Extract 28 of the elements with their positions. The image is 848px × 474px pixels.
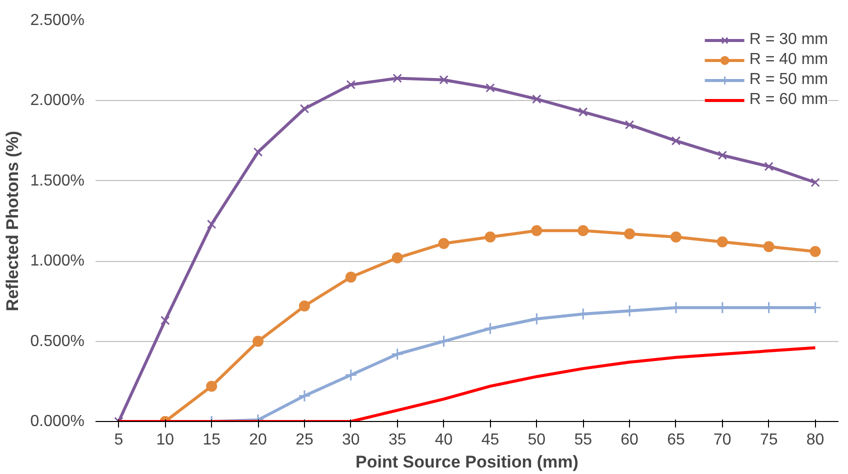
x-axis-title: Point Source Position (mm) bbox=[356, 452, 578, 472]
y-axis-title: Reflected Photons (%) bbox=[3, 130, 22, 312]
legend-label: R = 40 mm bbox=[749, 51, 828, 69]
y-tick-label: 2.000% bbox=[30, 92, 84, 110]
y-tick-label: 1.000% bbox=[30, 252, 84, 270]
x-tick-label: 5 bbox=[114, 432, 124, 448]
x-tick-label: 65 bbox=[667, 432, 685, 448]
x-tick-label: 40 bbox=[434, 432, 453, 448]
legend-label: R = 50 mm bbox=[749, 71, 828, 89]
x-tick-label: 80 bbox=[806, 432, 824, 448]
x-tick-label: 60 bbox=[620, 432, 639, 448]
y-tick-label: 1.500% bbox=[30, 172, 84, 190]
legend-label: R = 30 mm bbox=[749, 31, 828, 49]
x-tick-label: 30 bbox=[342, 432, 360, 448]
x-tick-label: 15 bbox=[202, 432, 221, 448]
x-tick-label: 75 bbox=[760, 432, 778, 448]
x-tick-label: 20 bbox=[249, 432, 268, 448]
x-tick-label: 35 bbox=[388, 432, 406, 448]
y-tick-label: 0.500% bbox=[30, 332, 84, 350]
x-tick-label: 55 bbox=[574, 432, 592, 448]
y-tick-label: 2.500% bbox=[30, 12, 84, 29]
x-tick-label: 25 bbox=[296, 432, 314, 448]
legend-label: R = 60 mm bbox=[749, 91, 828, 109]
x-tick-label: 50 bbox=[528, 432, 546, 448]
x-tick-label: 10 bbox=[156, 432, 174, 448]
x-tick-label: 45 bbox=[481, 432, 500, 448]
y-tick-label: 0.000% bbox=[30, 413, 84, 430]
x-tick-label: 70 bbox=[714, 432, 732, 448]
